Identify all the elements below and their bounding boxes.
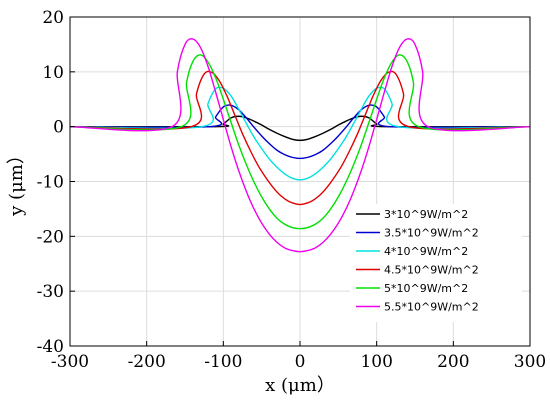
legend-label: 5.5*10^9W/m^2 xyxy=(384,301,479,314)
legend-label: 3.5*10^9W/m^2 xyxy=(384,227,479,240)
x-tick-label: 100 xyxy=(360,352,392,372)
series-line-4 xyxy=(69,70,531,206)
series-line-5 xyxy=(69,54,531,230)
y-tick-label: -30 xyxy=(37,282,64,302)
series-line-1 xyxy=(69,115,531,142)
legend-label: 5*10^9W/m^2 xyxy=(384,282,468,295)
x-tick-label: 0 xyxy=(295,352,306,372)
x-tick-label: 200 xyxy=(437,352,469,372)
series-line-6 xyxy=(69,38,531,253)
series-lines xyxy=(69,38,531,253)
legend-label: 3*10^9W/m^2 xyxy=(384,208,468,221)
legend-box xyxy=(350,204,522,322)
x-tick-label: -200 xyxy=(128,352,166,372)
x-axis-label: x (μm） xyxy=(265,375,335,396)
y-tick-label: -20 xyxy=(37,227,64,247)
y-axis-label: y (μm） xyxy=(6,146,27,217)
y-tick-label: 10 xyxy=(42,63,64,83)
y-tick-label: -10 xyxy=(37,173,64,193)
legend: 3*10^9W/m^2 3.5*10^9W/m^2 4*10^9W/m^2 4.5*1… xyxy=(350,204,522,322)
x-tick-label: 300 xyxy=(514,352,546,372)
x-tick-label: -300 xyxy=(51,352,89,372)
x-tick-label: -100 xyxy=(204,352,242,372)
y-tick-label: 20 xyxy=(42,8,64,28)
y-tick-label: -40 xyxy=(37,337,64,357)
legend-label: 4.5*10^9W/m^2 xyxy=(384,264,479,277)
series-line-3 xyxy=(69,86,531,181)
y-tick-label: 0 xyxy=(53,118,64,138)
legend-label: 4*10^9W/m^2 xyxy=(384,245,468,258)
